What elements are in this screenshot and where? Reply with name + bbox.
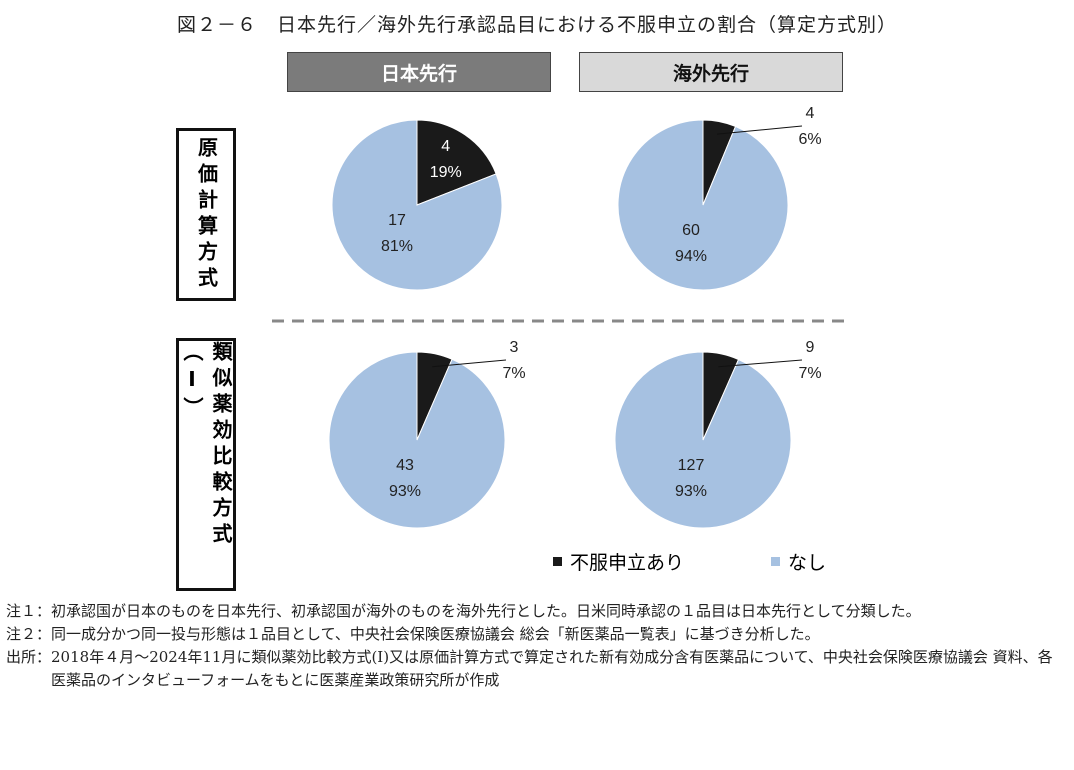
column-header-japan-first: 日本先行 [287, 52, 551, 92]
legend-label-no: なし [788, 552, 827, 574]
leader-line [718, 359, 803, 368]
note-key: 注２： [6, 625, 52, 643]
data-label-count: 127 [678, 457, 705, 474]
pie-charts: 17 81% 4 19% 60 94% 4 6% 43 93% 3 7% 127 93% 9 7% [272, 105, 852, 529]
note-text: 同一成分かつ同一投与形態は１品目として、中央社会保険医療協議会 総会「新医薬品一… [51, 625, 820, 643]
figure-title: 図２－６ 日本先行／海外先行承認品目における不服申立の割合（算定方式別） [176, 14, 897, 36]
legend-label-yes: 不服申立あり [570, 552, 685, 574]
note-key: 注１： [6, 602, 52, 620]
pie-slice-no [331, 119, 503, 291]
data-label-count: 17 [388, 212, 406, 229]
row-header-cost-accounting: 原価計算方式 [176, 128, 236, 301]
legend-item-no: なし [771, 548, 826, 575]
column-header-overseas-first: 海外先行 [579, 52, 843, 92]
legend-swatch-yes [553, 557, 562, 566]
data-label-percent: 6% [798, 131, 821, 148]
pie-slice-yes [416, 119, 497, 206]
data-label-percent: 7% [502, 365, 525, 382]
note-key: 出所： [6, 648, 52, 666]
data-label-count: 3 [510, 339, 519, 356]
data-label-percent: 19% [430, 164, 462, 181]
note-text: 初承認国が日本のものを日本先行、初承認国が海外のものを海外先行とした。日米同時承… [51, 602, 921, 620]
leader-line [432, 359, 507, 368]
legend-item-yes: 不服申立あり [553, 548, 684, 575]
data-label-count: 9 [806, 339, 815, 356]
data-label-count: 43 [396, 457, 414, 474]
data-label-percent: 81% [381, 238, 413, 255]
leader-line [717, 125, 803, 135]
data-label-count: 4 [441, 138, 450, 155]
data-label-percent: 94% [675, 248, 707, 265]
note-2: 注２： 同一成分かつ同一投与形態は１品目として、中央社会保険医療協議会 総会「新医… [6, 623, 1066, 646]
data-label-count: 60 [682, 222, 700, 239]
row-header-similar-efficacy: 類似薬効比較方式（Ⅰ） [176, 338, 236, 591]
legend-swatch-no [771, 557, 780, 566]
pie-slice-no [614, 351, 792, 529]
pie-slice-no [617, 119, 789, 291]
notes: 注１： 初承認国が日本のものを日本先行、初承認国が海外のものを海外先行とした。日米… [6, 600, 1066, 692]
note-text: 2018年４月～2024年11月に類似薬効比較方式(Ⅰ)又は原価計算方式で算定さ… [51, 648, 1053, 689]
data-label-count: 4 [806, 105, 815, 122]
pie-slice-no [328, 351, 506, 529]
source-note: 出所： 2018年４月～2024年11月に類似薬効比較方式(Ⅰ)又は原価計算方式で… [6, 646, 1066, 692]
note-1: 注１： 初承認国が日本のものを日本先行、初承認国が海外のものを海外先行とした。日米… [6, 600, 1066, 623]
data-label-percent: 7% [798, 365, 821, 382]
data-label-percent: 93% [675, 483, 707, 500]
data-label-percent: 93% [389, 483, 421, 500]
